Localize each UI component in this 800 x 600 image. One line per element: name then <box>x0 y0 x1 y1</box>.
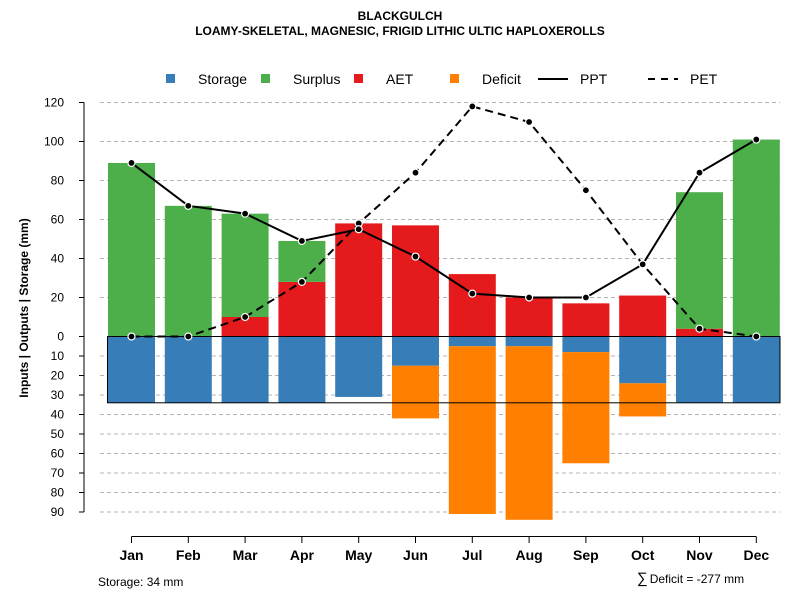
storage-bar-jun <box>392 336 439 366</box>
x-tick-label-nov: Nov <box>686 547 713 563</box>
storage-bar-dec <box>732 336 780 403</box>
y-tick-label: 120 <box>44 96 64 110</box>
chart-title: BLACKGULCH <box>357 9 443 23</box>
ppt-point-dec <box>752 135 761 144</box>
y-tick-label: 80 <box>51 174 65 188</box>
legend-label-ppt: PPT <box>580 71 608 87</box>
y-tick-label: 80 <box>51 486 65 500</box>
pet-point-nov <box>695 324 704 333</box>
storage-bar-nov <box>676 336 723 403</box>
storage-bar-jul <box>448 336 496 347</box>
x-tick-label-dec: Dec <box>743 547 769 563</box>
ppt-point-jan <box>127 158 136 168</box>
ppt-line <box>130 138 757 299</box>
legend-label-surplus: Surplus <box>293 71 340 87</box>
storage-bar-apr <box>278 336 326 403</box>
aet-bar-oct <box>619 295 667 337</box>
pet-point-feb <box>184 332 193 341</box>
pet-point-jul <box>468 102 477 111</box>
x-tick-label-jun: Jun <box>403 547 428 563</box>
aet-bar-jun <box>392 225 439 337</box>
storage-bar-feb <box>164 336 212 403</box>
deficit-bar-sep <box>562 352 610 464</box>
pet-point-sep <box>581 186 591 195</box>
surplus-bar-nov <box>676 192 723 329</box>
deficit-note: ∑ Deficit = -277 mm <box>637 570 744 587</box>
y-tick-label: 40 <box>51 252 65 266</box>
aet-bar-aug <box>505 297 553 337</box>
y-tick-label: 60 <box>51 447 65 461</box>
y-tick-label: 30 <box>51 388 65 402</box>
y-tick-label: 20 <box>51 291 65 305</box>
pet-point-apr <box>297 277 306 286</box>
storage-note: Storage: 34 mm <box>98 575 184 589</box>
ppt-point-may <box>354 225 363 234</box>
sum-symbol: ∑ <box>637 570 648 587</box>
surplus-bar-mar <box>221 213 269 317</box>
legend-label-pet: PET <box>690 71 718 87</box>
pet-point-dec <box>752 332 761 341</box>
x-tick-label-sep: Sep <box>573 547 599 563</box>
y-tick-label: 20 <box>51 369 65 383</box>
y-tick-label: 10 <box>51 349 65 363</box>
deficit-note-text: Deficit = -277 mm <box>649 572 745 586</box>
deficit-bar-aug <box>505 346 553 520</box>
legend-swatch-aet <box>354 74 363 83</box>
ppt-point-apr <box>297 236 306 246</box>
x-tick-label-mar: Mar <box>233 547 258 563</box>
storage-bar-mar <box>221 336 269 403</box>
aet-bar-may <box>335 223 383 337</box>
x-tick-label-may: May <box>345 547 372 563</box>
pet-point-jan <box>127 332 136 341</box>
pet-point-mar <box>241 312 250 322</box>
legend-label-deficit: Deficit <box>482 71 521 87</box>
chart-subtitle: LOAMY-SKELETAL, MAGNESIC, FRIGID LITHIC … <box>195 24 605 38</box>
ppt-point-sep <box>581 293 591 302</box>
ppt-point-feb <box>184 201 193 210</box>
storage-bar-jan <box>108 336 155 403</box>
storage-bar-oct <box>619 336 667 384</box>
legend-swatch-deficit <box>450 74 459 83</box>
legend-label-aet: AET <box>386 71 414 87</box>
y-axis-label: Inputs | Outputs | Storage (mm) <box>17 218 31 397</box>
x-tick-label-oct: Oct <box>631 547 655 563</box>
ppt-point-jun <box>411 252 420 261</box>
deficit-bar-jul <box>448 346 496 514</box>
y-tick-label: 40 <box>51 408 65 422</box>
x-tick-label-feb: Feb <box>176 547 201 563</box>
deficit-bar-jun <box>392 365 439 419</box>
ppt-point-nov <box>695 168 704 177</box>
y-tick-label: 100 <box>44 135 64 149</box>
surplus-bar-jan <box>108 162 155 337</box>
aet-bar-sep <box>562 303 610 337</box>
ppt-point-mar <box>241 209 250 218</box>
ppt-point-oct <box>638 260 647 269</box>
surplus-bar-apr <box>278 240 326 282</box>
x-tick-label-aug: Aug <box>515 547 542 563</box>
legend-swatch-surplus <box>261 74 270 83</box>
legend-swatch-storage <box>166 74 175 83</box>
y-tick-label: 90 <box>51 505 65 519</box>
ppt-point-aug <box>524 293 534 302</box>
deficit-bar-oct <box>619 383 667 417</box>
y-tick-label: 0 <box>57 330 64 344</box>
storage-bar-sep <box>562 336 610 353</box>
pet-line <box>131 105 757 338</box>
y-tick-label: 70 <box>51 466 65 480</box>
y-tick-label: 60 <box>51 213 65 227</box>
storage-bar-aug <box>505 336 553 347</box>
storage-bar-may <box>335 336 383 397</box>
surplus-bar-feb <box>164 205 212 337</box>
ppt-point-jul <box>468 289 477 298</box>
surplus-bar-dec <box>732 139 780 337</box>
pet-point-aug <box>524 117 534 127</box>
y-tick-label: 50 <box>51 427 65 441</box>
pet-point-jun <box>411 168 420 177</box>
legend-label-storage: Storage <box>198 71 247 87</box>
x-tick-label-jan: Jan <box>119 547 143 563</box>
x-tick-label-jul: Jul <box>462 547 482 563</box>
x-tick-label-apr: Apr <box>290 547 315 563</box>
aet-bar-apr <box>278 281 326 337</box>
